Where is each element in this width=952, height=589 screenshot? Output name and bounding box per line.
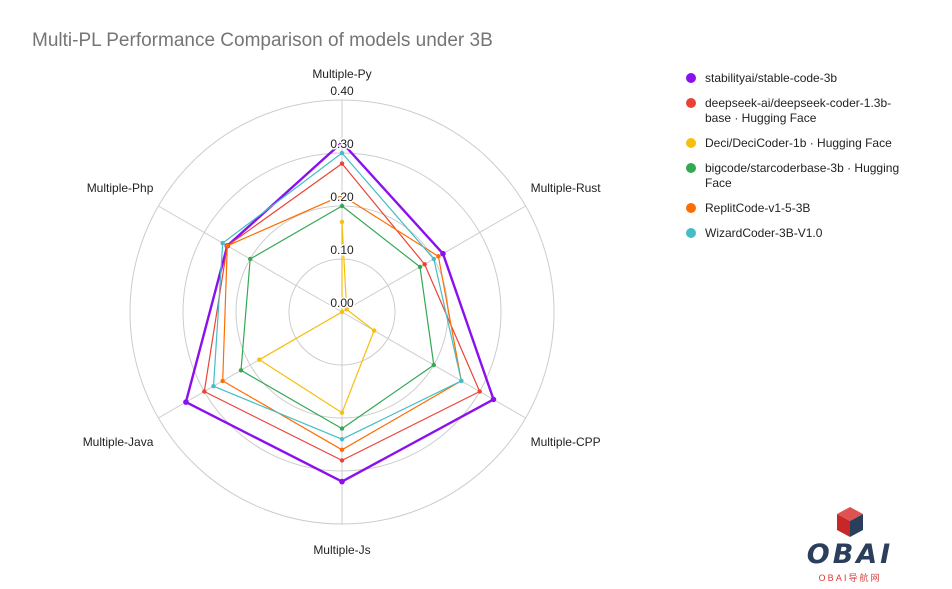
data-point — [339, 447, 345, 452]
cube-icon — [837, 507, 863, 537]
data-point — [248, 256, 253, 262]
tick-label: 0.00 — [330, 296, 354, 310]
logo-subtitle: OBAI导航网 — [818, 574, 882, 584]
data-point — [417, 264, 423, 270]
data-point — [211, 384, 216, 389]
data-point — [339, 139, 345, 146]
axis-label: Multiple-Rust — [531, 181, 602, 195]
data-point — [344, 307, 349, 312]
data-point — [225, 243, 230, 248]
tick-label: 0.30 — [330, 137, 354, 151]
axis-label: Multiple-Js — [313, 543, 370, 557]
data-point — [339, 309, 345, 315]
legend-label: Deci/DeciCoder-1b · Hugging Face — [705, 136, 892, 150]
data-point — [459, 378, 464, 384]
data-point — [339, 161, 345, 166]
data-point — [238, 368, 244, 373]
legend-swatch — [686, 138, 696, 148]
data-point — [339, 219, 345, 225]
axis-label: Multiple-Py — [312, 67, 371, 81]
legend-label: deepseek-ai/deepseek-coder-1.3b-base · H… — [705, 96, 892, 125]
obai-logo: OBAI OBAI导航网 — [795, 505, 905, 585]
data-point — [339, 458, 345, 463]
data-point — [477, 389, 482, 394]
legend-item[interactable]: stabilityai/stable-code-3b — [686, 71, 926, 86]
legend-label: stabilityai/stable-code-3b — [705, 71, 838, 85]
data-point — [436, 254, 441, 259]
legend-swatch — [686, 163, 696, 173]
data-point — [220, 378, 225, 384]
data-point — [339, 410, 345, 415]
data-point — [220, 240, 225, 246]
logo-text: OBAI — [806, 539, 894, 570]
legend-item[interactable]: Deci/DeciCoder-1b · Hugging Face — [686, 136, 926, 151]
legend: stabilityai/stable-code-3b deepseek-ai/de… — [686, 71, 926, 251]
data-point — [440, 250, 446, 257]
data-point — [371, 328, 377, 333]
radar-chart: 0.00 0.10 0.20 0.30 0.40 Multiple-Py Multiple… — [83, 67, 602, 557]
data-point — [339, 426, 345, 431]
legend-swatch — [686, 73, 696, 83]
axis-label: Multiple-CPP — [531, 435, 601, 449]
data-point — [202, 389, 207, 394]
chart-title: Multi-PL Performance Comparison of model… — [32, 30, 493, 51]
tick-label: 0.20 — [330, 190, 354, 204]
legend-item[interactable]: ReplitCode-v1-5-3B — [686, 201, 926, 216]
legend-label: ReplitCode-v1-5-3B — [705, 201, 811, 215]
data-point — [339, 193, 345, 198]
legend-item[interactable]: bigcode/starcoderbase-3b · Hugging Face — [686, 161, 926, 191]
tick-label: 0.40 — [330, 84, 354, 98]
legend-swatch — [686, 228, 696, 238]
data-point — [422, 262, 427, 267]
legend-label: WizardCoder-3B-V1.0 — [705, 226, 823, 240]
data-point — [339, 437, 345, 442]
legend-item[interactable]: WizardCoder-3B-V1.0 — [686, 226, 926, 241]
axis-label: Multiple-Php — [87, 181, 154, 195]
data-point — [490, 396, 497, 403]
legend-swatch — [686, 203, 696, 213]
legend-item[interactable]: deepseek-ai/deepseek-coder-1.3b-base · H… — [686, 96, 926, 126]
data-point — [183, 399, 189, 405]
series-line-2 — [258, 221, 375, 414]
legend-swatch — [686, 98, 696, 108]
data-point — [257, 357, 262, 362]
data-point — [339, 150, 345, 156]
tick-label: 0.10 — [330, 243, 354, 257]
data-point — [431, 362, 436, 368]
data-point — [339, 478, 345, 485]
data-point — [339, 203, 345, 209]
legend-label: bigcode/starcoderbase-3b · Hugging Face — [705, 161, 900, 190]
data-point — [431, 256, 436, 262]
axis-label: Multiple-Java — [83, 435, 154, 449]
